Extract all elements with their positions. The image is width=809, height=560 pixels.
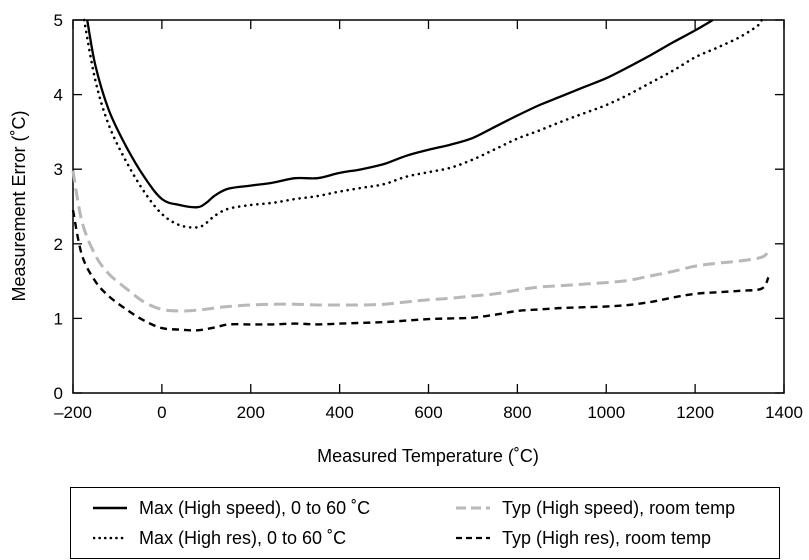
legend-label: Max (High res), 0 to 60 ˚C xyxy=(139,527,347,548)
y-tick-label: 0 xyxy=(54,384,63,403)
plot-frame xyxy=(72,19,785,394)
series-line-3 xyxy=(71,209,770,332)
legend-item-max-high-res: Max (High res), 0 to 60 ˚C xyxy=(93,525,346,551)
y-tick-label: 4 xyxy=(54,86,63,105)
series-line-0 xyxy=(86,18,714,209)
x-tick-label: 800 xyxy=(503,403,531,422)
x-tick-label: –200 xyxy=(54,403,92,422)
legend-label: Typ (High res), room temp xyxy=(502,527,712,548)
series-lines xyxy=(71,18,770,332)
legend-solid-line-icon xyxy=(93,506,127,510)
y-tick-label: 2 xyxy=(54,235,63,254)
x-tick-label: 1000 xyxy=(587,403,625,422)
series-line-1 xyxy=(82,18,764,229)
y-axis-ticks: 0 1 2 3 4 5 xyxy=(54,11,784,403)
legend-dotted-line-icon xyxy=(93,536,129,540)
x-tick-label: 1400 xyxy=(765,403,803,422)
x-tick-label: 1200 xyxy=(676,403,714,422)
series-line-2 xyxy=(71,170,770,313)
legend-label: Typ (High speed), room temp xyxy=(502,497,736,518)
legend-item-typ-high-speed: Typ (High speed), room temp xyxy=(456,495,735,521)
x-tick-label: 400 xyxy=(325,403,353,422)
x-axis-ticks: –200 0 200 400 600 800 1000 1200 1400 xyxy=(54,20,803,422)
x-tick-label: 200 xyxy=(237,403,265,422)
legend-gray-dashed-line-icon xyxy=(456,506,490,510)
y-tick-label: 3 xyxy=(54,160,63,179)
y-tick-label: 1 xyxy=(54,309,63,328)
legend-label: Max (High speed), 0 to 60 ˚C xyxy=(139,497,371,518)
legend: Max (High speed), 0 to 60 ˚C Max (High r… xyxy=(70,487,780,559)
legend-item-max-high-speed: Max (High speed), 0 to 60 ˚C xyxy=(93,495,370,521)
x-axis-title: Measured Temperature (˚C) xyxy=(317,446,539,466)
legend-item-typ-high-res: Typ (High res), room temp xyxy=(456,525,711,551)
y-axis-title: Measurement Error (˚C) xyxy=(9,110,29,301)
x-tick-label: 0 xyxy=(157,403,166,422)
y-tick-label: 5 xyxy=(54,11,63,30)
x-tick-label: 600 xyxy=(414,403,442,422)
legend-dashed-line-icon xyxy=(456,536,490,540)
